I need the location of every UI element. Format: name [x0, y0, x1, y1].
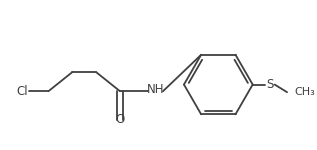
Text: CH₃: CH₃ [295, 87, 315, 97]
Text: Cl: Cl [16, 85, 28, 98]
Text: O: O [115, 113, 125, 126]
Text: NH: NH [146, 83, 164, 96]
Text: S: S [266, 78, 274, 91]
